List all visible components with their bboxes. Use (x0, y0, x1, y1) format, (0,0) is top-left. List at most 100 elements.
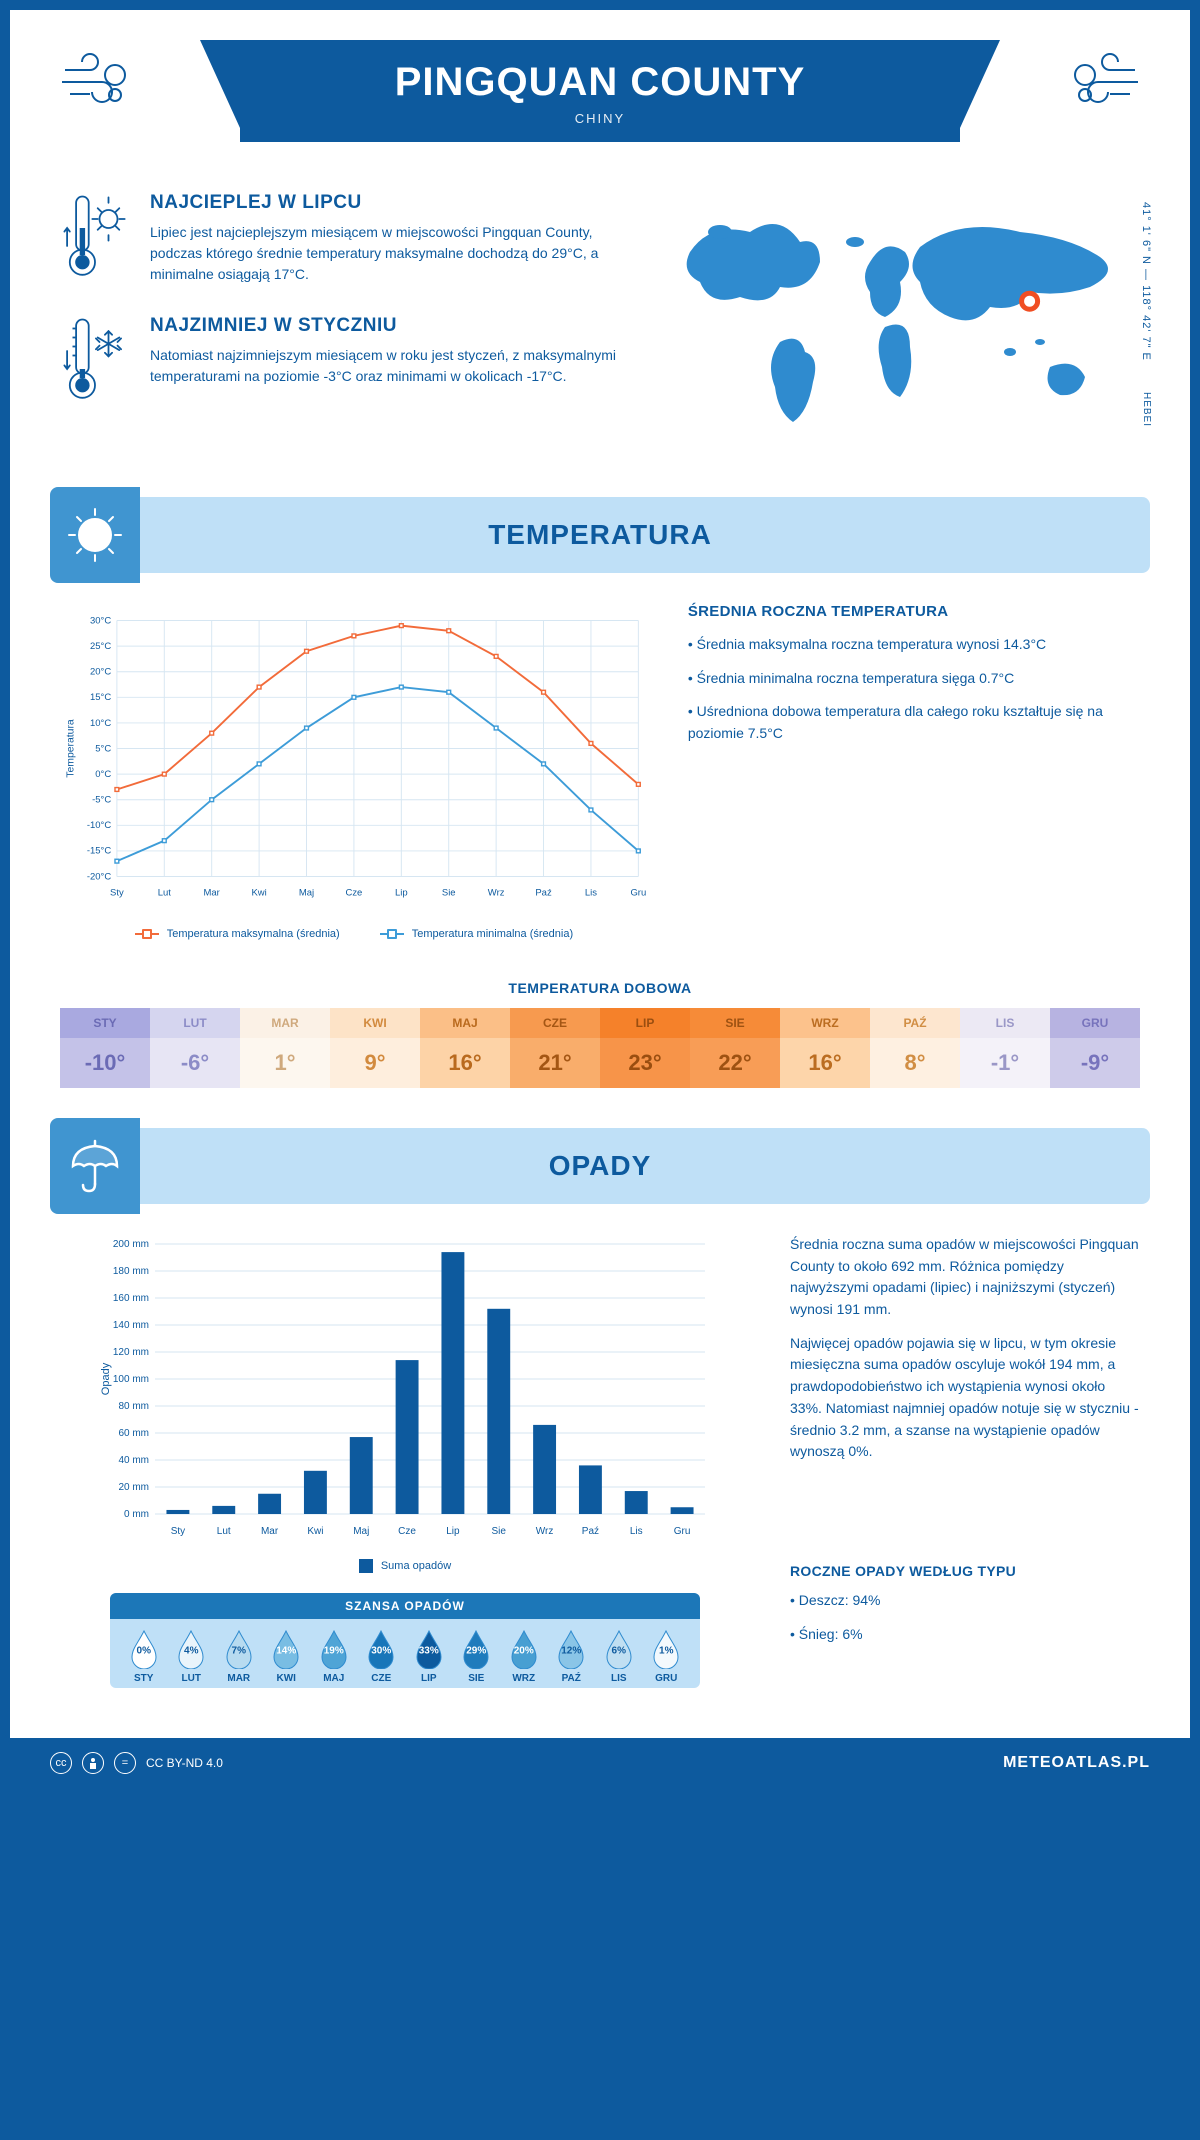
precipitation-section-header: OPADY (50, 1128, 1150, 1204)
svg-text:Sty: Sty (171, 1526, 185, 1537)
svg-text:0°C: 0°C (95, 769, 111, 780)
sun-icon (50, 487, 140, 583)
svg-text:Gru: Gru (630, 887, 646, 898)
svg-text:Paź: Paź (582, 1526, 599, 1537)
svg-text:Opady: Opady (100, 1362, 112, 1395)
page: PINGQUAN COUNTY CHINY NAJCIEPLEJ W LIPCU… (0, 0, 1200, 1798)
rain-chance-cell: 6%LIS (595, 1629, 643, 1684)
annual-temp-line: • Średnia maksymalna roczna temperatura … (688, 634, 1140, 656)
rain-chance-cell: 19%MAJ (310, 1629, 358, 1684)
page-title: PINGQUAN COUNTY (280, 60, 920, 105)
svg-text:140 mm: 140 mm (113, 1320, 149, 1331)
svg-text:0 mm: 0 mm (124, 1509, 149, 1520)
precipitation-body-2: Najwięcej opadów pojawia się w lipcu, w … (790, 1333, 1140, 1463)
location-marker (1022, 293, 1038, 309)
rain-chance-cell: 12%PAŹ (548, 1629, 596, 1684)
svg-text:40 mm: 40 mm (118, 1455, 149, 1466)
annual-temp-line: • Uśredniona dobowa temperatura dla całe… (688, 701, 1140, 744)
precipitation-title: OPADY (90, 1150, 1110, 1182)
precip-type-title: ROCZNE OPADY WEDŁUG TYPU (790, 1563, 1140, 1579)
daily-temp-cell: CZE21° (510, 1008, 600, 1088)
svg-text:Lip: Lip (395, 887, 408, 898)
rain-chance-cell: 20%WRZ (500, 1629, 548, 1684)
svg-text:180 mm: 180 mm (113, 1266, 149, 1277)
daily-temp-cell: MAR1° (240, 1008, 330, 1088)
svg-text:Maj: Maj (353, 1526, 369, 1537)
svg-text:Cze: Cze (345, 887, 362, 898)
license-label: CC BY-ND 4.0 (146, 1756, 223, 1770)
svg-text:5°C: 5°C (95, 743, 111, 754)
svg-text:Sie: Sie (442, 887, 456, 898)
daily-temp-cell: MAJ16° (420, 1008, 510, 1088)
precipitation-legend: Suma opadów (60, 1559, 750, 1573)
svg-text:Mar: Mar (204, 887, 220, 898)
precipitation-bar-chart: 0 mm20 mm40 mm60 mm80 mm100 mm120 mm140 … (60, 1234, 750, 1544)
svg-text:Lut: Lut (158, 887, 172, 898)
svg-text:Lip: Lip (446, 1526, 460, 1537)
daily-temp-title: TEMPERATURA DOBOWA (10, 980, 1190, 996)
svg-text:20 mm: 20 mm (118, 1482, 149, 1493)
svg-text:Lut: Lut (217, 1526, 231, 1537)
svg-text:-20°C: -20°C (87, 871, 111, 882)
coldest-body: Natomiast najzimniejszym miesiącem w rok… (150, 345, 620, 387)
site-label: METEOATLAS.PL (1003, 1754, 1150, 1772)
rain-chance-cell: 29%SIE (453, 1629, 501, 1684)
warmest-block: NAJCIEPLEJ W LIPCU Lipiec jest najcieple… (60, 192, 620, 287)
svg-text:Lis: Lis (630, 1526, 643, 1537)
annual-temp-line: • Średnia minimalna roczna temperatura s… (688, 668, 1140, 690)
precipitation-body-1: Średnia roczna suma opadów w miejscowośc… (790, 1234, 1140, 1321)
header: PINGQUAN COUNTY CHINY (10, 10, 1190, 162)
daily-temp-cell: LUT-6° (150, 1008, 240, 1088)
nd-icon: = (114, 1752, 136, 1774)
wind-icon-right (1060, 50, 1140, 124)
svg-text:100 mm: 100 mm (113, 1374, 149, 1385)
svg-text:Maj: Maj (299, 887, 314, 898)
svg-text:15°C: 15°C (90, 692, 111, 703)
warmest-title: NAJCIEPLEJ W LIPCU (150, 192, 620, 214)
svg-text:Gru: Gru (674, 1526, 691, 1537)
daily-temp-cell: LIS-1° (960, 1008, 1050, 1088)
precip-type-snow: • Śnieg: 6% (790, 1623, 1140, 1645)
daily-temp-cell: SIE22° (690, 1008, 780, 1088)
daily-temp-cell: LIP23° (600, 1008, 690, 1088)
coldest-title: NAJZIMNIEJ W STYCZNIU (150, 315, 620, 337)
by-icon (82, 1752, 104, 1774)
header-ribbon: PINGQUAN COUNTY CHINY (240, 40, 960, 142)
thermometer-cold-icon (60, 315, 130, 410)
page-subtitle: CHINY (280, 111, 920, 126)
svg-text:Sie: Sie (492, 1526, 507, 1537)
daily-temp-cell: WRZ16° (780, 1008, 870, 1088)
rain-chance-cell: 7%MAR (215, 1629, 263, 1684)
temperature-title: TEMPERATURA (90, 519, 1110, 551)
footer: cc = CC BY-ND 4.0 METEOATLAS.PL (10, 1738, 1190, 1788)
svg-text:Sty: Sty (110, 887, 124, 898)
svg-text:Cze: Cze (398, 1526, 416, 1537)
world-map (660, 192, 1140, 452)
svg-text:Kwi: Kwi (307, 1526, 323, 1537)
rain-chance-cell: 14%KWI (263, 1629, 311, 1684)
rain-chance-block: SZANSA OPADÓW 0%STY4%LUT7%MAR14%KWI19%MA… (110, 1593, 700, 1688)
bar-legend-label: Suma opadów (381, 1560, 451, 1572)
rain-chance-title: SZANSA OPADÓW (110, 1593, 700, 1619)
svg-text:Mar: Mar (261, 1526, 279, 1537)
rain-chance-cell: 30%CZE (358, 1629, 406, 1684)
svg-text:-15°C: -15°C (87, 846, 111, 857)
svg-text:80 mm: 80 mm (118, 1401, 149, 1412)
cc-icon: cc (50, 1752, 72, 1774)
region-label: HEBEI (1141, 392, 1152, 427)
rain-chance-cell: 33%LIP (405, 1629, 453, 1684)
daily-temp-cell: STY-10° (60, 1008, 150, 1088)
svg-text:Temperatura: Temperatura (65, 719, 76, 778)
temperature-section-header: TEMPERATURA (50, 497, 1150, 573)
temperature-legend: Temperatura maksymalna (średnia)Temperat… (60, 928, 648, 940)
svg-text:Wrz: Wrz (536, 1526, 554, 1537)
daily-temp-cell: GRU-9° (1050, 1008, 1140, 1088)
coordinates-label: 41° 1' 6" N — 118° 42' 7" E (1140, 202, 1152, 361)
svg-text:-10°C: -10°C (87, 820, 111, 831)
intro-section: NAJCIEPLEJ W LIPCU Lipiec jest najcieple… (10, 162, 1190, 497)
rain-chance-cell: 4%LUT (168, 1629, 216, 1684)
svg-text:30°C: 30°C (90, 615, 111, 626)
umbrella-icon (50, 1118, 140, 1214)
rain-chance-cell: 0%STY (120, 1629, 168, 1684)
svg-text:20°C: 20°C (90, 667, 111, 678)
